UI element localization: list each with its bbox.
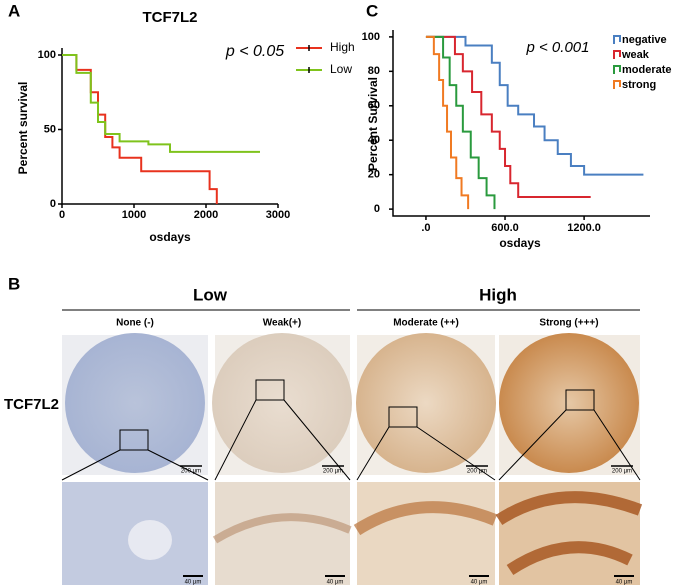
zoom-box	[388, 406, 418, 428]
legend-label: weak	[621, 49, 650, 61]
legend-label: moderate	[622, 64, 672, 76]
survival-curve	[425, 35, 470, 210]
scale-label: 40 µm	[185, 580, 202, 586]
y-tick-label: 100	[38, 49, 56, 61]
column-label: Weak(+)	[263, 318, 301, 329]
x-tick-label: 1200.0	[567, 222, 601, 234]
marker-label: TCF7L2	[4, 396, 59, 413]
x-tick-label: .0	[421, 222, 430, 234]
zoom-box	[565, 389, 595, 411]
x-tick-label: 2000	[194, 209, 218, 221]
group-label: High	[479, 285, 517, 304]
zoom-box	[255, 379, 285, 401]
scale-label: 40 µm	[616, 580, 633, 586]
panel-label: A	[8, 1, 20, 20]
legend-swatch	[613, 65, 621, 74]
scale-label: 200 µm	[181, 469, 201, 475]
zoom-line	[61, 399, 641, 481]
y-tick-label: 80	[368, 65, 380, 77]
y-axis-label: Percent survival	[16, 82, 30, 175]
p-value: p < 0.001	[526, 39, 590, 56]
zoom-box	[119, 429, 149, 451]
p-value: p < 0.05	[225, 43, 284, 60]
y-tick-label: 0	[374, 203, 380, 215]
column-label: Moderate (++)	[393, 318, 459, 329]
axis	[61, 48, 278, 205]
column-label: Strong (+++)	[539, 318, 598, 329]
y-tick-label: 40	[368, 134, 380, 146]
legend-swatch	[613, 50, 621, 59]
legend-label: High	[330, 40, 355, 54]
x-tick-label: 600.0	[491, 222, 519, 234]
y-tick-label: 60	[368, 100, 380, 112]
legend-swatch	[613, 80, 621, 89]
survival-curve	[425, 35, 644, 176]
survival-curve	[425, 35, 496, 210]
legend-label: strong	[622, 79, 656, 91]
image	[357, 482, 495, 585]
scale-label: 40 µm	[471, 580, 488, 586]
scale-label: 200 µm	[467, 469, 487, 475]
micrographs: 200 µm 200 µm 200 µm 200 µm 40 µm 40 µm …	[61, 333, 643, 586]
gland	[212, 513, 352, 544]
tissue-core	[356, 333, 496, 473]
chart-title: TCF7L2	[142, 9, 197, 26]
x-axis-label: osdays	[149, 230, 191, 244]
scale-label: 40 µm	[327, 580, 344, 586]
y-tick-label: 0	[50, 198, 56, 210]
y-tick-label: 100	[362, 31, 380, 43]
tissue-core	[499, 333, 639, 473]
image	[215, 482, 350, 585]
x-tick-label: 3000	[266, 209, 290, 221]
scale-label: 200 µm	[323, 469, 343, 475]
axis	[392, 30, 650, 217]
lumen	[128, 520, 172, 560]
panel-label: B	[8, 274, 20, 293]
gland	[495, 491, 643, 576]
x-tick-label: 1000	[122, 209, 146, 221]
column-label: None (-)	[116, 318, 154, 329]
group-label: Low	[193, 285, 228, 304]
survival-curve	[62, 54, 260, 153]
scale-label: 200 µm	[612, 469, 632, 475]
panel-label: C	[366, 1, 378, 20]
legend-label: negative	[622, 34, 667, 46]
y-axis-label: Percent Survival	[366, 77, 380, 171]
survival-curve	[62, 54, 218, 204]
legend-swatch	[613, 35, 621, 44]
survival-curve	[425, 35, 591, 199]
tissue-core	[212, 333, 352, 473]
y-tick-label: 50	[44, 123, 56, 135]
legend-label: Low	[330, 62, 352, 76]
gland	[353, 501, 498, 536]
x-tick-label: 0	[59, 209, 65, 221]
x-axis-label: osdays	[499, 236, 541, 250]
y-tick-label: 20	[368, 169, 380, 181]
tissue-core	[65, 333, 205, 473]
